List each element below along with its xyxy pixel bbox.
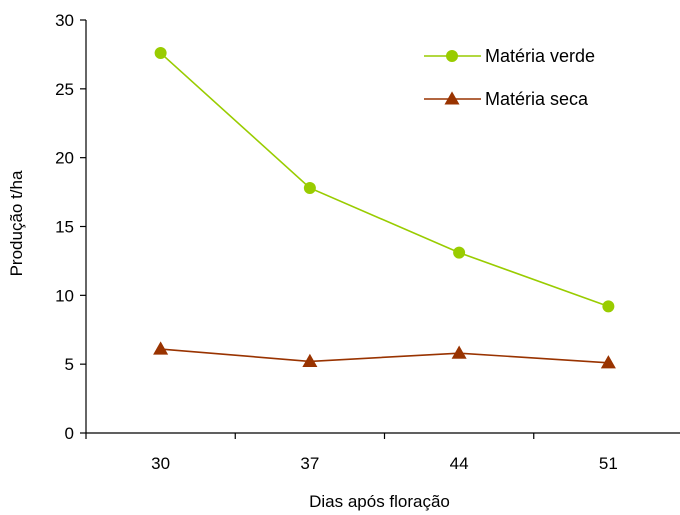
legend-item: Matéria seca bbox=[424, 89, 589, 109]
series-line bbox=[160, 52, 609, 308]
y-tick-label: 20 bbox=[55, 149, 74, 168]
x-ticks: 30 37 44 51 bbox=[85, 433, 618, 473]
legend-item: Matéria verde bbox=[424, 46, 595, 66]
data-point bbox=[453, 246, 466, 259]
data-point bbox=[451, 345, 467, 359]
legend-label: Matéria verde bbox=[485, 46, 595, 66]
x-tick-label: 51 bbox=[599, 454, 618, 473]
data-point bbox=[302, 353, 318, 367]
legend-marker bbox=[446, 50, 458, 62]
series-1 bbox=[154, 47, 615, 313]
axes bbox=[85, 20, 680, 434]
legend: Matéria verde Matéria seca bbox=[424, 46, 595, 109]
y-axis-title: Produção t/ha bbox=[7, 170, 26, 276]
series-line bbox=[160, 348, 609, 364]
legend-label: Matéria seca bbox=[485, 89, 589, 109]
x-tick-label: 30 bbox=[151, 454, 170, 473]
legend-marker bbox=[444, 91, 460, 105]
y-tick-label: 30 bbox=[55, 11, 74, 30]
x-tick-label: 37 bbox=[300, 454, 319, 473]
y-tick-label: 10 bbox=[55, 286, 74, 305]
data-point bbox=[303, 181, 316, 194]
x-axis-title: Dias após floração bbox=[309, 492, 450, 511]
y-tick-label: 15 bbox=[55, 218, 74, 237]
series-2 bbox=[153, 341, 616, 369]
x-tick-label: 44 bbox=[450, 454, 469, 473]
y-tick-label: 25 bbox=[55, 80, 74, 99]
data-point bbox=[602, 300, 615, 313]
data-point bbox=[600, 355, 616, 369]
series-layer bbox=[153, 47, 616, 369]
data-point bbox=[153, 341, 169, 355]
y-ticks: 0 5 10 15 20 25 30 bbox=[55, 11, 86, 443]
data-point bbox=[154, 47, 167, 60]
y-tick-label: 5 bbox=[65, 355, 74, 374]
y-tick-label: 0 bbox=[65, 424, 74, 443]
